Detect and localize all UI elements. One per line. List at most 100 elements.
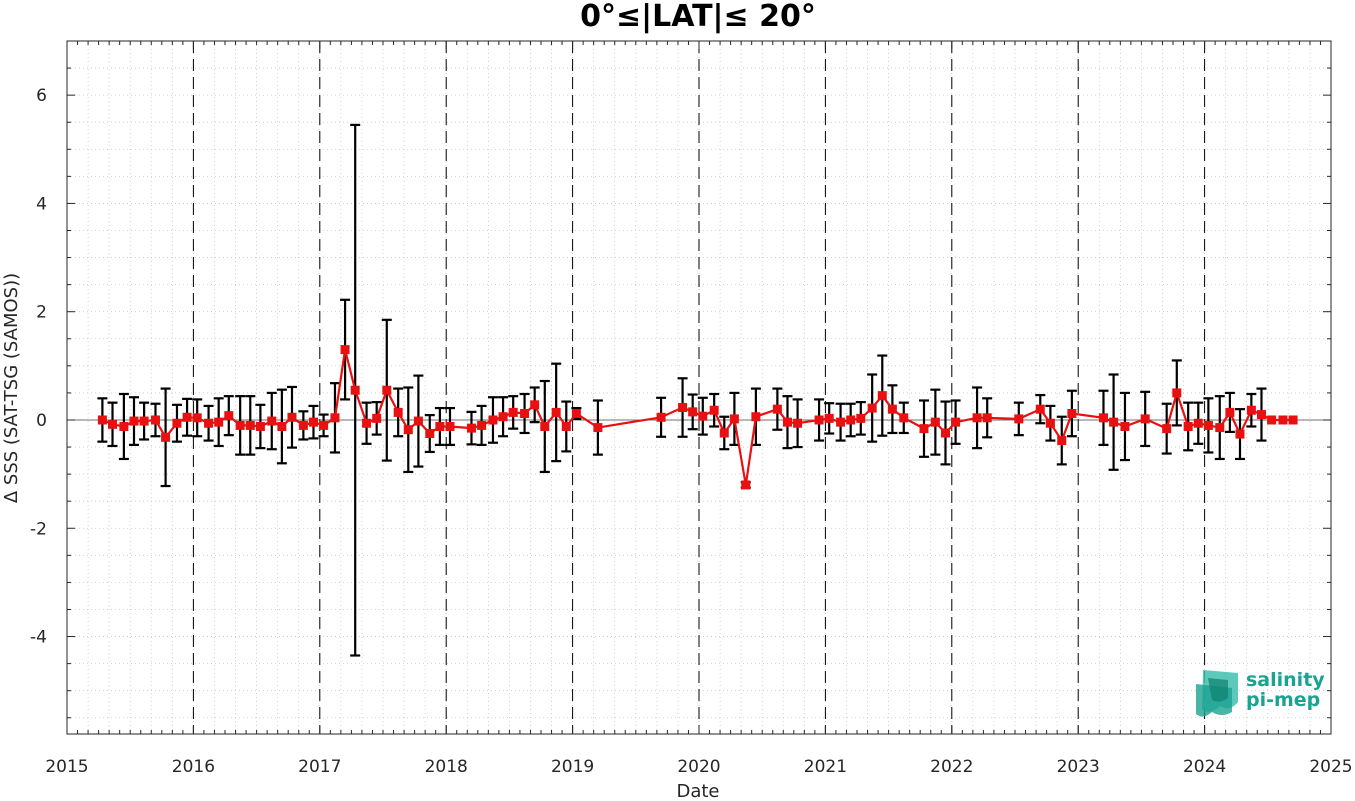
data-point: [372, 413, 382, 423]
data-point: [508, 407, 518, 417]
data-point: [678, 403, 688, 413]
x-tick-label: 2024: [1183, 757, 1226, 777]
data-point: [308, 417, 318, 427]
y-tick-label: 4: [36, 194, 47, 214]
data-point: [393, 407, 403, 417]
data-point: [520, 408, 530, 418]
data-point: [772, 404, 782, 414]
data-point: [172, 418, 182, 428]
data-point: [688, 407, 698, 417]
data-point: [793, 418, 803, 428]
data-point: [887, 404, 897, 414]
data-point: [319, 420, 329, 430]
data-point: [1267, 415, 1277, 425]
data-point: [1183, 421, 1193, 431]
data-point: [139, 416, 149, 426]
data-point: [435, 421, 445, 431]
data-point: [1225, 407, 1235, 417]
data-point: [350, 385, 360, 395]
data-point: [951, 417, 961, 427]
data-point: [729, 414, 739, 424]
y-tick-label: 2: [36, 303, 47, 323]
data-point: [1035, 404, 1045, 414]
y-tick-label: 0: [36, 411, 47, 431]
data-point: [741, 480, 751, 490]
year-dashed-lines: [192, 41, 1206, 734]
data-point: [856, 413, 866, 423]
y-tick-labels: -4 -2 0 2 4 6: [30, 86, 47, 647]
data-point: [488, 415, 498, 425]
data-point: [1215, 423, 1225, 433]
data-point: [930, 417, 940, 427]
y-tick-label: -2: [30, 519, 47, 539]
data-point: [656, 412, 666, 422]
data-point: [709, 405, 719, 415]
data-point: [1203, 420, 1213, 430]
logo-text-salinity: salinity: [1246, 669, 1325, 691]
data-point: [1235, 429, 1245, 439]
data-point: [982, 413, 992, 423]
y-tick-label: -4: [30, 628, 47, 648]
data-point: [403, 425, 413, 435]
data-point: [245, 420, 255, 430]
data-point: [119, 421, 129, 431]
logo-text-pimep: pi-mep: [1246, 689, 1320, 711]
data-point: [192, 413, 202, 423]
data-point: [1246, 405, 1256, 415]
data-point: [1172, 388, 1182, 398]
data-point: [1109, 417, 1119, 427]
salinity-pimep-logo: salinity pi-mep: [1196, 669, 1325, 717]
data-point: [477, 420, 487, 430]
data-point: [877, 391, 887, 401]
data-point: [267, 416, 277, 426]
data-point: [814, 415, 824, 425]
data-point: [161, 432, 171, 442]
data-point: [1288, 415, 1298, 425]
data-point: [540, 421, 550, 431]
data-point: [224, 411, 234, 421]
y-axis-label: Δ SSS (SAT-TSG (SAMOS)): [1, 273, 22, 503]
data-point: [255, 421, 265, 431]
data-point: [1193, 418, 1203, 428]
data-point: [561, 421, 571, 431]
data-point: [899, 413, 909, 423]
data-point: [551, 407, 561, 417]
data-point: [382, 385, 392, 395]
data-point: [1140, 414, 1150, 424]
data-point: [824, 413, 834, 423]
data-point: [214, 417, 224, 427]
x-tick-label: 2020: [677, 757, 720, 777]
x-tick-label: 2021: [804, 757, 847, 777]
x-tick-label: 2016: [172, 757, 215, 777]
x-tick-label: 2022: [930, 757, 973, 777]
data-point: [129, 416, 139, 426]
data-point: [1098, 413, 1108, 423]
series-markers: [97, 345, 1298, 490]
x-tick-label: 2019: [551, 757, 594, 777]
data-point: [698, 411, 708, 421]
data-point: [182, 412, 192, 422]
logo-mark: [1196, 670, 1238, 717]
chart-title: 0°≤|LAT|≤ 20°: [580, 0, 816, 34]
data-point: [1120, 421, 1130, 431]
x-tick-label: 2025: [1309, 757, 1352, 777]
data-point: [362, 418, 372, 428]
data-point: [150, 415, 160, 425]
data-point: [836, 417, 846, 427]
data-point: [719, 428, 729, 438]
x-axis-label: Date: [676, 781, 719, 801]
data-point: [425, 429, 435, 439]
data-point: [498, 412, 508, 422]
data-point: [445, 421, 455, 431]
data-point: [571, 408, 581, 418]
data-point: [413, 416, 423, 426]
data-point: [782, 417, 792, 427]
data-point: [593, 423, 603, 433]
data-point: [1067, 408, 1077, 418]
data-point: [1162, 424, 1172, 434]
x-tick-label: 2018: [425, 757, 468, 777]
data-point: [277, 421, 287, 431]
x-tick-label: 2015: [45, 757, 88, 777]
data-point: [340, 345, 350, 355]
